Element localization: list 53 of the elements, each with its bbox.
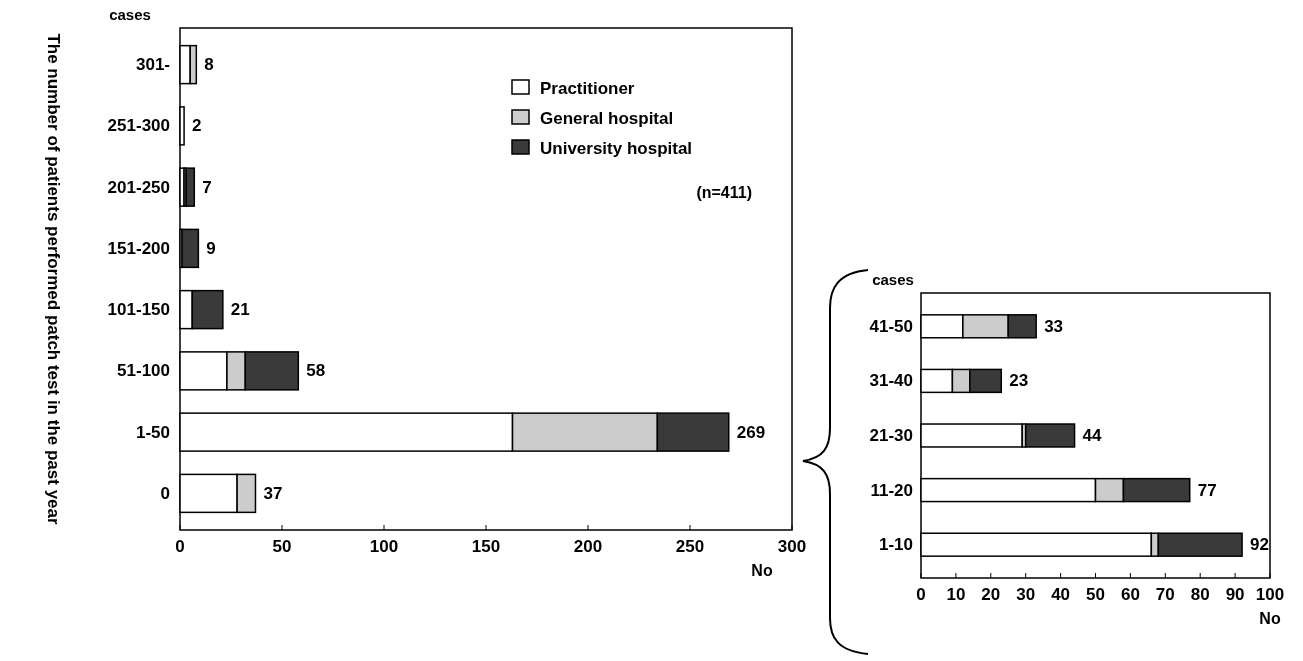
- y-tick-label: 11-20: [870, 480, 913, 500]
- y-tick-label: 0: [160, 483, 170, 503]
- total-label: 269: [736, 422, 766, 442]
- total-label: 9: [206, 238, 216, 258]
- y-tick-label: 31-40: [869, 371, 913, 391]
- total-label: 21: [230, 300, 250, 320]
- x-tick-label: 150: [471, 537, 501, 556]
- y-axis-title: The number of patients performed patch test in the past year: [44, 33, 63, 525]
- text: cases: [109, 6, 151, 23]
- x-axis-title: No: [1259, 610, 1281, 627]
- text: cases: [872, 271, 914, 288]
- x-tick-label: 40: [1051, 585, 1071, 604]
- x-tick-label: 70: [1155, 585, 1175, 604]
- x-tick-label: 250: [675, 537, 705, 556]
- y-tick-label: 101-150: [107, 300, 170, 320]
- total-label: 8: [204, 55, 214, 75]
- x-tick-label: 50: [1086, 585, 1105, 604]
- total-label: 44: [1082, 426, 1103, 445]
- y-tick-label: 51-100: [117, 361, 170, 381]
- x-tick-label: 20: [981, 585, 1001, 604]
- y-tick-label: 151-200: [107, 238, 170, 258]
- annotation: (n=411): [696, 184, 752, 201]
- x-tick-label: 50: [272, 537, 292, 556]
- y-tick-label: 41-50: [869, 316, 913, 336]
- x-tick-label: 100: [369, 537, 399, 556]
- total-label: 23: [1009, 371, 1029, 391]
- y-tick-label: 301-: [135, 55, 170, 75]
- total-label: 33: [1044, 316, 1064, 336]
- total-label: 77: [1197, 480, 1217, 500]
- x-tick-label: 30: [1016, 585, 1036, 604]
- x-tick-label: 100: [1255, 585, 1285, 604]
- y-tick-label: 21-30: [869, 426, 913, 445]
- x-tick-label: 200: [573, 537, 603, 556]
- total-label: 92: [1250, 535, 1269, 555]
- total-label: 7: [202, 177, 212, 197]
- x-tick-label: 300: [777, 537, 807, 556]
- legend-label: General hospital: [540, 108, 674, 128]
- y-tick-label: 201-250: [107, 177, 170, 197]
- legend-label: University hospital: [540, 138, 693, 158]
- y-tick-label: 1-10: [878, 535, 913, 555]
- x-axis-title: No: [751, 562, 773, 579]
- y-tick-label: 1-50: [135, 422, 170, 442]
- x-tick-label: 0: [916, 585, 926, 604]
- x-tick-label: 60: [1120, 585, 1140, 604]
- x-tick-label: 0: [175, 537, 185, 556]
- x-tick-label: 10: [946, 585, 966, 604]
- total-label: 58: [306, 361, 326, 381]
- total-label: 2: [192, 116, 202, 136]
- x-tick-label: 80: [1190, 585, 1210, 604]
- legend-label: Practitioner: [540, 78, 635, 98]
- x-tick-label: 90: [1225, 585, 1245, 604]
- y-tick-label: 251-300: [107, 116, 170, 136]
- total-label: 37: [263, 483, 283, 503]
